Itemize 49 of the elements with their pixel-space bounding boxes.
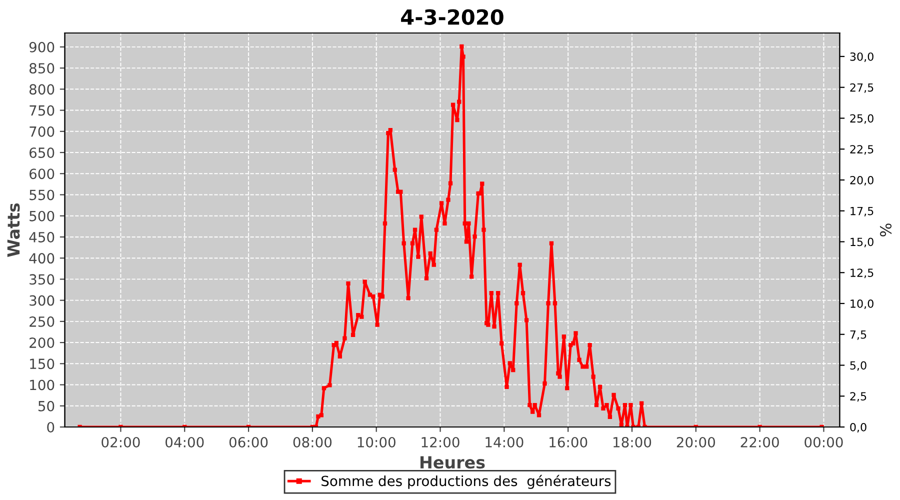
y-tick-label: 50 xyxy=(38,400,54,412)
x-tick-label: 00:00 xyxy=(804,436,843,448)
y-tick-label: 650 xyxy=(30,147,54,158)
y-axis-title: Watts xyxy=(7,203,20,257)
y2-axis-title: % xyxy=(880,224,892,236)
y-tick-label: 300 xyxy=(30,295,54,306)
y-tick-label: 0 xyxy=(47,422,54,432)
y-tick-label: 850 xyxy=(30,63,54,74)
y-tick-label: 400 xyxy=(29,253,54,264)
y-tick-label: 600 xyxy=(30,168,54,180)
y-tick-label: 800 xyxy=(30,84,54,95)
x-tick-label: 22:00 xyxy=(740,436,779,448)
y-tick-label: 250 xyxy=(30,316,54,327)
y-tick-label: 450 xyxy=(29,232,54,242)
x-tick-label: 04:00 xyxy=(166,436,204,448)
y-tick-label: 900 xyxy=(29,42,54,52)
y2-tick-label: 30,0 xyxy=(850,52,874,62)
y2-tick-label: 2,5 xyxy=(850,392,866,402)
x-axis-title: Heures xyxy=(420,456,485,469)
y-tick-label: 750 xyxy=(30,105,54,116)
y2-tick-label: 25,0 xyxy=(850,114,874,124)
x-tick-label: 16:00 xyxy=(550,436,588,448)
x-tick-label: 12:00 xyxy=(422,436,460,448)
x-tick-label: 08:00 xyxy=(293,436,332,448)
chart-title: 4-3-2020 xyxy=(401,9,504,25)
x-tick-label: 06:00 xyxy=(229,436,268,448)
y2-tick-label: 12,5 xyxy=(850,268,874,278)
y-tick-label: 350 xyxy=(30,274,54,285)
x-tick-label: 20:00 xyxy=(676,436,715,448)
y2-tick-label: 5,0 xyxy=(850,361,866,371)
legend-label: Somme des productions des générateurs xyxy=(322,474,611,489)
y2-tick-label: 10,0 xyxy=(850,299,874,309)
y-tick-label: 500 xyxy=(30,210,54,222)
y-tick-label: 550 xyxy=(30,190,54,200)
x-tick-label: 14:00 xyxy=(486,436,524,448)
x-tick-label: 10:00 xyxy=(358,436,396,448)
y2-tick-label: 17,5 xyxy=(850,206,874,216)
y-tick-label: 700 xyxy=(30,126,54,137)
x-tick-label: 02:00 xyxy=(102,436,140,448)
y-tick-label: 150 xyxy=(30,358,54,370)
y2-tick-label: 15,0 xyxy=(850,238,874,248)
y2-tick-label: 27,5 xyxy=(850,83,874,93)
y2-tick-label: 0,0 xyxy=(850,422,866,433)
y2-tick-label: 7,5 xyxy=(850,330,866,340)
y2-tick-label: 20,0 xyxy=(850,176,874,186)
x-tick-label: 18:00 xyxy=(614,436,652,448)
y-tick-label: 100 xyxy=(30,380,54,390)
y2-tick-label: 22,5 xyxy=(850,145,874,155)
y-tick-label: 200 xyxy=(30,338,54,348)
